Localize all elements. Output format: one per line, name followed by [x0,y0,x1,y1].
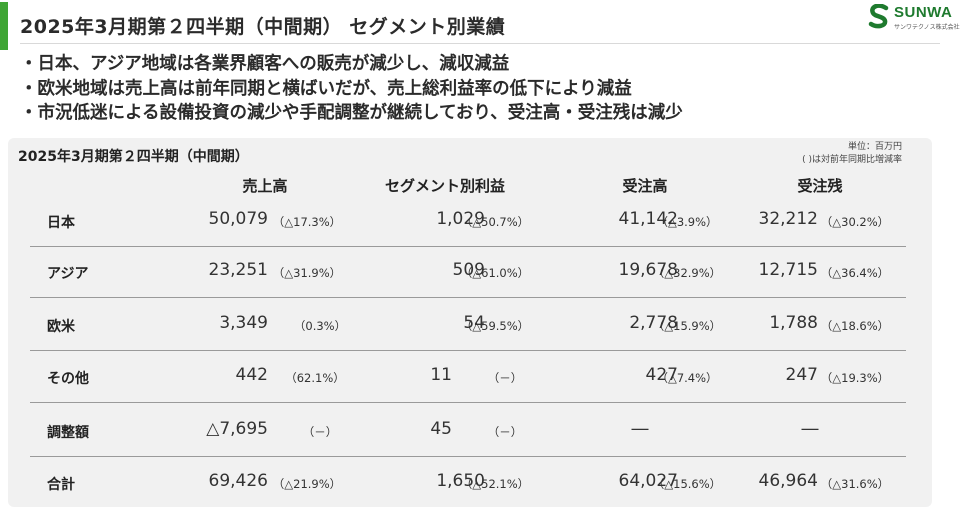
table-row: 欧米 3,349 （0.3%） 54 （△59.5%） 2,778 （△15.9… [30,301,906,351]
ratio-note: ( )は対前年同期比増減率 [802,155,902,165]
bullet-item: ・日本、アジア地域は各業界顧客への販売が減少し、減収減益 [20,54,510,74]
orders-value: 2,778 [629,313,678,333]
sales-change: （△31.9%） [272,266,342,280]
row-label: 調整額 [47,425,89,441]
sales-change: （0.3%） [293,319,347,333]
profit-value: 45 [430,419,452,439]
orders-value: 19,678 [618,260,678,280]
table-row: アジア 23,251 （△31.9%） 509 （△61.0%） 19,678 … [30,248,906,298]
profit-value: 1,650 [436,471,485,491]
table-row: 調整額 △7,695 （－） 45 （－） ― ― [30,407,906,457]
row-divider [30,246,906,247]
sales-change: （－） [302,425,338,439]
orders-value: ― [631,419,649,439]
profit-change: （－） [487,371,523,385]
backlog-value: 32,212 [758,209,818,229]
sales-value: 23,251 [208,260,268,280]
summary-bullets: ・日本、アジア地域は各業界顧客への販売が減少し、減収減益 ・欧米地域は売上高は前… [20,52,683,126]
bullet-item: ・欧米地域は売上高は前年同期と横ばいだが、売上総利益率の低下により減益 [20,78,632,99]
segment-table-panel [8,138,932,507]
sales-change: （62.1%） [285,371,345,385]
backlog-value: 46,964 [758,471,818,491]
sales-change: （△17.3%） [272,215,342,229]
orders-value: 64,027 [618,471,678,491]
backlog-change: （△19.3%） [820,371,890,385]
profit-change: （△50.7%） [460,215,530,229]
row-label: アジア [47,266,89,282]
profit-change: （△52.1%） [460,477,530,491]
profit-value: 11 [430,365,452,385]
row-label: その他 [47,371,89,387]
profit-value: 1,029 [436,209,485,229]
profit-change: （－） [487,425,523,439]
unit-note: 単位：百万円 ( )は対前年同期比増減率 [802,141,902,167]
backlog-change: （△30.2%） [820,215,890,229]
backlog-value: ― [801,419,819,439]
row-divider [30,297,906,298]
column-header-backlog: 受注残 [797,177,843,195]
column-header-orders: 受注高 [622,177,668,195]
logo-company-name: サンワテクノス株式会社 [894,24,960,31]
sales-change: （△21.9%） [272,477,342,491]
profit-change: （△59.5%） [460,319,530,333]
backlog-value: 247 [785,365,818,385]
table-title: 2025年3月期第２四半期（中間期） [18,149,249,165]
orders-change: （△7.4%） [656,371,718,385]
table-row: 合計 69,426 （△21.9%） 1,650 （△52.1%） 64,027… [30,459,906,509]
table-row: 日本 50,079 （△17.3%） 1,029 （△50.7%） 41,142… [30,197,906,247]
orders-change: （△32.9%） [652,266,722,280]
backlog-value: 12,715 [758,260,818,280]
sales-value: 3,349 [219,313,268,333]
column-header-sales: 売上高 [242,177,288,195]
title-divider [20,43,940,44]
title-accent-bar [0,2,8,50]
backlog-value: 1,788 [769,313,818,333]
unit-label: 単位：百万円 [847,142,902,152]
sales-value: △7,695 [206,419,268,439]
orders-value: 41,142 [618,209,678,229]
row-divider [30,350,906,351]
company-logo: SUNWA サンワテクノス株式会社 [868,4,960,36]
sunwa-s-icon [868,4,889,29]
row-label: 日本 [47,215,75,231]
orders-change: （△15.6%） [652,477,722,491]
page-title: 2025年3月期第２四半期（中間期） セグメント別業績 [20,16,506,38]
orders-change: （△15.9%） [652,319,722,333]
column-header-segment-profit: セグメント別利益 [384,177,505,195]
logo-wordmark: SUNWA [894,4,953,21]
profit-value: 54 [463,313,485,333]
profit-change: （△61.0%） [460,266,530,280]
table-row: その他 442 （62.1%） 11 （－） 427 （△7.4%） 247 （… [30,353,906,403]
bullet-item: ・市況低迷による設備投資の減少や手配調整が継続しており、受注高・受注残は減少 [20,103,683,123]
row-label: 欧米 [47,319,75,335]
sales-value: 442 [235,365,268,385]
backlog-change: （△31.6%） [820,477,890,491]
orders-value: 427 [645,365,678,385]
row-divider [30,402,906,403]
orders-change: （△3.9%） [656,215,718,229]
sales-value: 69,426 [208,471,268,491]
sales-value: 50,079 [208,209,268,229]
row-divider [30,456,906,457]
backlog-change: （△18.6%） [820,319,890,333]
backlog-change: （△36.4%） [820,266,890,280]
row-label: 合計 [47,477,75,493]
profit-value: 509 [452,260,485,280]
